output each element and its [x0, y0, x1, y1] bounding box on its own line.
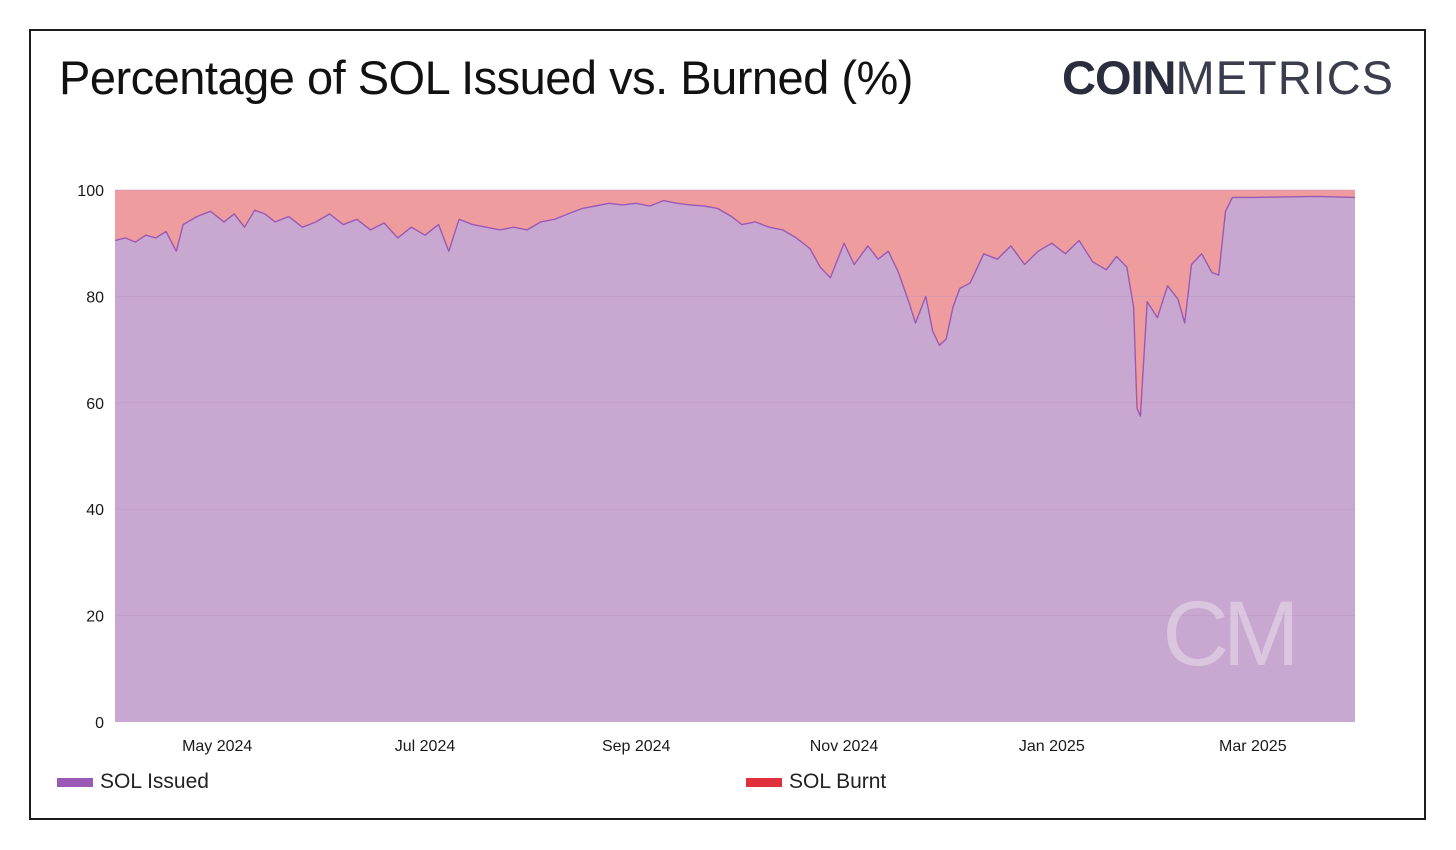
- y-tick-label-20: 20: [86, 609, 104, 626]
- legend-swatch-sol-burnt: [746, 777, 782, 787]
- chart-title: Percentage of SOL Issued vs. Burned (%): [59, 51, 913, 104]
- x-tick-label: Sep 2024: [602, 738, 671, 755]
- x-tick-label: Mar 2025: [1219, 738, 1287, 755]
- y-tick-label-60: 60: [86, 396, 104, 413]
- x-tick-label: Jan 2025: [1019, 738, 1085, 755]
- y-tick-label-100: 100: [77, 183, 104, 200]
- logo-bold-text: COIN: [1062, 51, 1176, 104]
- y-tick-label-80: 80: [86, 289, 104, 306]
- sol-issued-area: [115, 196, 1355, 722]
- legend-item-sol-burnt[interactable]: SOL Burnt: [746, 770, 886, 794]
- legend-label-sol-issued: SOL Issued: [100, 770, 209, 793]
- sol-issued-line: [114, 195, 1356, 417]
- coinmetrics-logo: COINMETRICS: [1062, 50, 1394, 105]
- y-tick-label-0: 0: [95, 715, 104, 732]
- y-tick-label-40: 40: [86, 502, 104, 519]
- cm-watermark: CM: [1162, 583, 1293, 685]
- legend-swatch-sol-issued: [57, 777, 93, 787]
- logo-light-text: METRICS: [1175, 51, 1394, 104]
- x-tick-label: Jul 2024: [395, 738, 456, 755]
- x-tick-label: Nov 2024: [810, 738, 879, 755]
- legend-label-sol-burnt: SOL Burnt: [789, 770, 887, 793]
- legend-item-sol-issued[interactable]: SOL Issued: [57, 770, 209, 794]
- x-tick-label: May 2024: [182, 738, 252, 755]
